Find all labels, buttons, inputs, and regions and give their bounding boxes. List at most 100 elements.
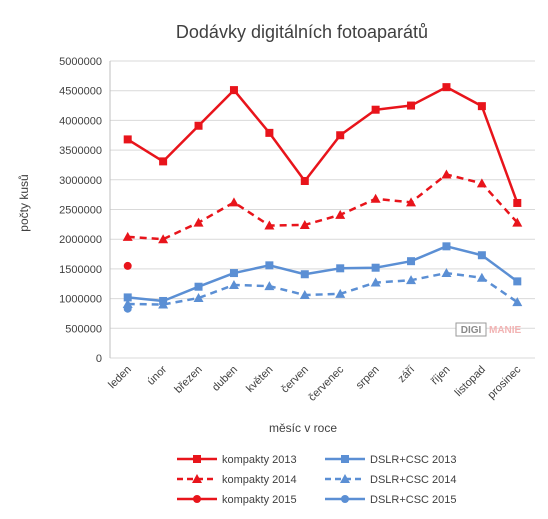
x-tick-label: červen bbox=[279, 364, 311, 396]
y-axis-ticks: 0 500000 1000000 1500000 2000000 2500000 30000… bbox=[59, 56, 102, 365]
data-point bbox=[335, 288, 346, 298]
data-point bbox=[122, 231, 133, 241]
y-tick-label: 4500000 bbox=[59, 86, 102, 98]
x-tick-label: květen bbox=[244, 364, 275, 395]
data-point bbox=[123, 261, 132, 270]
legend-label: kompakty 2015 bbox=[222, 494, 297, 506]
data-point bbox=[512, 217, 523, 227]
data-point bbox=[158, 299, 169, 309]
legend: kompakty 2013 kompakty 2014 kompakty 2015 D… bbox=[177, 454, 457, 506]
x-tick-label: listopad bbox=[453, 364, 488, 399]
data-point bbox=[264, 281, 275, 291]
data-point bbox=[300, 176, 309, 185]
y-tick-label: 3000000 bbox=[59, 175, 102, 187]
data-point bbox=[476, 272, 487, 282]
data-point bbox=[159, 157, 168, 166]
data-point bbox=[406, 197, 417, 207]
legend-item: DSLR+CSC 2015 bbox=[325, 494, 457, 506]
data-point bbox=[265, 128, 274, 137]
legend-item: kompakty 2014 bbox=[177, 474, 297, 486]
x-axis-ticks: leden únor březen duben květen červenčervenec… bbox=[106, 363, 523, 403]
data-point bbox=[406, 275, 417, 285]
x-tick-label: září bbox=[396, 364, 417, 385]
legend-label: DSLR+CSC 2014 bbox=[370, 474, 457, 486]
y-axis-label: počty kusů bbox=[17, 174, 31, 231]
data-point bbox=[370, 193, 381, 203]
data-point bbox=[336, 131, 345, 140]
y-tick-label: 5000000 bbox=[59, 56, 102, 68]
data-point bbox=[407, 101, 416, 110]
data-point bbox=[299, 219, 310, 229]
legend-label: DSLR+CSC 2015 bbox=[370, 494, 457, 506]
data-point bbox=[477, 102, 486, 111]
series-5 bbox=[123, 304, 132, 313]
legend-marker bbox=[192, 474, 202, 483]
series-4 bbox=[122, 268, 523, 309]
legend-item: DSLR+CSC 2013 bbox=[325, 454, 457, 466]
data-point bbox=[407, 257, 416, 266]
x-tick-label: srpen bbox=[354, 364, 382, 392]
y-tick-label: 1500000 bbox=[59, 264, 102, 276]
data-point bbox=[229, 86, 238, 95]
legend-item: kompakty 2013 bbox=[177, 454, 297, 466]
x-tick-label: březen bbox=[172, 364, 204, 396]
data-point bbox=[229, 269, 238, 278]
data-point bbox=[228, 279, 239, 289]
data-point bbox=[228, 197, 239, 207]
data-point bbox=[371, 263, 380, 272]
data-point bbox=[512, 297, 523, 307]
data-point bbox=[476, 178, 487, 188]
series-line bbox=[127, 245, 519, 303]
data-point bbox=[265, 261, 274, 270]
data-point bbox=[299, 290, 310, 300]
data-point bbox=[300, 270, 309, 279]
legend-item: kompakty 2015 bbox=[177, 494, 297, 506]
series-line bbox=[127, 271, 518, 306]
watermark-left: DIGI bbox=[461, 325, 482, 336]
series-0 bbox=[123, 83, 522, 207]
data-point bbox=[442, 242, 451, 251]
y-tick-label: 3500000 bbox=[59, 145, 102, 157]
data-point bbox=[264, 220, 275, 230]
y-tick-label: 0 bbox=[96, 353, 102, 365]
series-line bbox=[127, 173, 519, 241]
data-point bbox=[442, 83, 451, 92]
watermark-right: MANIE bbox=[489, 325, 522, 336]
data-point bbox=[370, 277, 381, 287]
data-point bbox=[123, 304, 132, 313]
data-point bbox=[335, 209, 346, 219]
watermark-logo: DIGI MANIE bbox=[455, 322, 522, 337]
x-tick-label: prosinec bbox=[486, 363, 524, 401]
y-tick-label: 1000000 bbox=[59, 294, 102, 306]
legend-marker bbox=[341, 455, 349, 463]
legend-label: kompakty 2013 bbox=[222, 454, 297, 466]
data-point bbox=[513, 277, 522, 286]
x-axis-label: měsíc v roce bbox=[269, 421, 337, 435]
x-tick-label: říjen bbox=[429, 364, 453, 388]
series-2 bbox=[123, 261, 132, 270]
data-point bbox=[123, 135, 132, 144]
data-point bbox=[193, 293, 204, 303]
data-point bbox=[193, 217, 204, 227]
data-point bbox=[194, 121, 203, 130]
legend-marker bbox=[341, 495, 349, 503]
series-layer bbox=[122, 83, 523, 313]
series-1 bbox=[122, 169, 523, 244]
data-point bbox=[477, 251, 486, 260]
data-point bbox=[371, 105, 380, 114]
legend-marker bbox=[340, 474, 350, 483]
data-point bbox=[513, 198, 522, 207]
y-tick-label: 2500000 bbox=[59, 205, 102, 217]
grid bbox=[109, 60, 535, 359]
legend-marker bbox=[193, 455, 201, 463]
series-line bbox=[127, 85, 519, 204]
watermark-box bbox=[455, 322, 487, 337]
legend-label: DSLR+CSC 2013 bbox=[370, 454, 457, 466]
legend-item: DSLR+CSC 2014 bbox=[325, 474, 457, 486]
chart-title: Dodávky digitálních fotoaparátů bbox=[176, 22, 428, 42]
y-tick-label: 4000000 bbox=[59, 115, 102, 127]
x-tick-label: duben bbox=[210, 364, 240, 394]
y-tick-label: 500000 bbox=[65, 323, 102, 335]
data-point bbox=[441, 169, 452, 179]
